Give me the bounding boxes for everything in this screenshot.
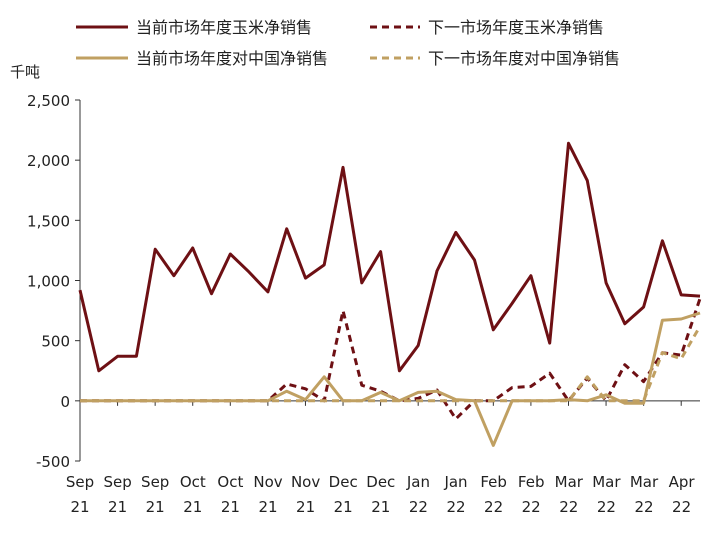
x-tick-label-month: Dec <box>366 473 395 491</box>
x-tick-label-month: Jan <box>443 473 467 491</box>
x-tick-label-month: Mar <box>592 473 621 491</box>
y-tick-label: -500 <box>36 453 70 471</box>
y-tick-label: 1,000 <box>27 273 70 291</box>
x-tick-label-month: Sep <box>141 473 169 491</box>
x-tick-label-year: 21 <box>70 498 89 516</box>
legend-item-next-china: 下一市场年度对中国净销售 <box>370 49 620 68</box>
x-tick-label-month: Feb <box>518 473 545 491</box>
legend-label-current-corn: 当前市场年度玉米净销售 <box>136 18 312 37</box>
x-tick-label-year: 21 <box>108 498 127 516</box>
y-tick-label: 2,500 <box>27 92 70 110</box>
x-tick-label-month: Nov <box>291 473 320 491</box>
x-axis: Sep 21 Sep 21 Sep 21 Oct 21 Oct 21 Nov 21 Nov 21 Dec 21… <box>66 400 700 516</box>
x-tick-label-year: 22 <box>559 498 578 516</box>
x-tick-label-month: Sep <box>103 473 131 491</box>
x-tick-label-month: Feb <box>480 473 507 491</box>
x-tick-label-year: 22 <box>484 498 503 516</box>
x-tick-label-month: Jan <box>406 473 430 491</box>
x-tick-label-year: 22 <box>672 498 691 516</box>
x-tick-label-year: 22 <box>634 498 653 516</box>
x-tick-label-year: 21 <box>371 498 390 516</box>
x-tick-label-year: 21 <box>183 498 202 516</box>
x-tick-label-month: Sep <box>66 473 94 491</box>
x-tick-label-year: 21 <box>334 498 353 516</box>
x-tick-label-year: 21 <box>146 498 165 516</box>
y-axis: -500 0 500 1,000 1,500 2,000 2,500 <box>27 92 81 471</box>
legend-item-next-corn: 下一市场年度玉米净销售 <box>370 18 604 37</box>
x-tick-label-year: 22 <box>446 498 465 516</box>
y-axis-unit-label: 千吨 <box>10 63 40 81</box>
y-tick-label: 2,000 <box>27 152 70 170</box>
x-tick-label-year: 21 <box>221 498 240 516</box>
legend-label-current-china: 当前市场年度对中国净销售 <box>136 49 328 68</box>
legend-item-current-corn: 当前市场年度玉米净销售 <box>76 18 312 37</box>
x-tick-label-year: 22 <box>409 498 428 516</box>
series-group <box>78 141 702 447</box>
legend: 当前市场年度玉米净销售 下一市场年度玉米净销售 当前市场年度对中国净销售 下一市… <box>76 18 620 68</box>
x-tick-label-month: Nov <box>253 473 282 491</box>
x-tick-label-month: Oct <box>180 473 206 491</box>
legend-item-current-china: 当前市场年度对中国净销售 <box>76 49 328 68</box>
y-tick-label: 0 <box>60 393 70 411</box>
x-tick-label-month: Dec <box>329 473 358 491</box>
series-line-current-china <box>80 311 701 447</box>
x-tick-label-month: Oct <box>217 473 243 491</box>
series-line-next-china <box>80 325 702 403</box>
x-tick-label-month: Mar <box>630 473 659 491</box>
series-line-current-corn <box>78 141 701 373</box>
x-tick-label-year: 22 <box>597 498 616 516</box>
legend-label-next-corn: 下一市场年度玉米净销售 <box>428 18 604 37</box>
y-tick-label: 1,500 <box>27 212 70 230</box>
legend-label-next-china: 下一市场年度对中国净销售 <box>428 49 620 68</box>
y-tick-label: 500 <box>41 333 70 351</box>
x-tick-label-year: 21 <box>296 498 315 516</box>
x-tick-label-month: Mar <box>555 473 584 491</box>
x-tick-label-year: 21 <box>258 498 277 516</box>
x-tick-label-year: 22 <box>522 498 541 516</box>
x-tick-label-month: Apr <box>669 473 696 491</box>
